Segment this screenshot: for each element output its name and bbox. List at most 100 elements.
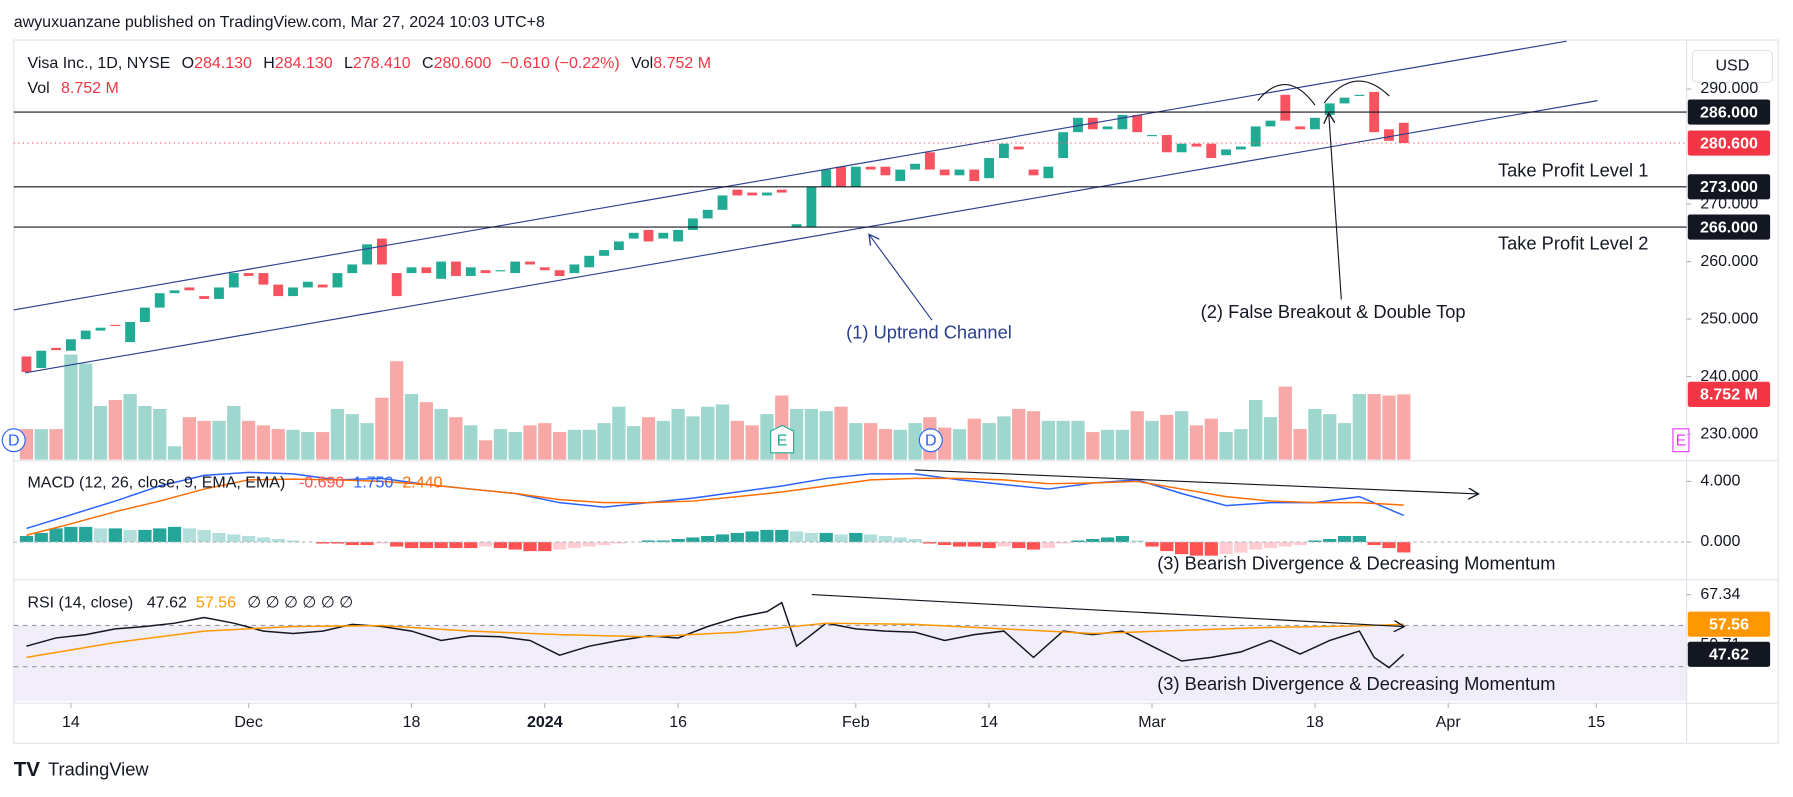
histogram-bar xyxy=(538,542,552,552)
y-tick-label: 270.000 xyxy=(1700,195,1758,212)
histogram-bar xyxy=(167,526,182,543)
volume-bar xyxy=(1012,408,1026,460)
volume-bar xyxy=(182,417,197,460)
candle-body xyxy=(258,273,269,285)
volume-bar xyxy=(108,399,122,460)
candle-body xyxy=(687,218,698,230)
price-legend: Visa Inc., 1D, NYSE O284.130 H284.130 L2… xyxy=(27,55,711,72)
histogram-bar xyxy=(1012,542,1026,549)
candle-body xyxy=(865,166,876,170)
legend-key: Vol xyxy=(27,80,49,97)
histogram-bar xyxy=(1337,535,1352,543)
histogram-bar xyxy=(760,529,774,543)
volume-legend: Vol 8.752 M xyxy=(27,80,118,97)
candle-body xyxy=(1043,166,1054,179)
histogram-bar xyxy=(923,542,937,544)
volume-bar xyxy=(730,420,744,460)
series-line xyxy=(26,471,1405,530)
price-tag xyxy=(1687,611,1771,637)
histogram-bar xyxy=(686,537,700,543)
volume-bar xyxy=(1175,411,1189,460)
currency[interactable]: USD xyxy=(1716,58,1750,75)
histogram-bar xyxy=(449,542,463,549)
price-tag-label: 266.000 xyxy=(1700,219,1758,236)
candle-body xyxy=(613,241,624,251)
volume-bar xyxy=(1145,420,1159,460)
histogram-bar xyxy=(286,540,300,543)
histogram-bar xyxy=(552,542,567,550)
volume-bar xyxy=(834,406,848,460)
volume-bar xyxy=(612,406,626,460)
volume-bar xyxy=(1337,423,1352,460)
histogram-bar xyxy=(241,535,256,543)
price-tag-label: 280.600 xyxy=(1700,135,1758,152)
x-tick-label: 2024 xyxy=(527,714,563,731)
top-arc xyxy=(1257,84,1316,106)
candle-body xyxy=(154,293,165,308)
candle-body xyxy=(125,321,136,343)
candle-body xyxy=(436,261,447,279)
candle-body xyxy=(910,163,920,170)
candle-body xyxy=(391,273,402,297)
series-line xyxy=(26,622,1404,659)
histogram-bar xyxy=(153,528,167,543)
candle-body xyxy=(969,169,980,182)
x-tick-label: 16 xyxy=(669,714,687,731)
candle-body xyxy=(998,143,1009,159)
histogram-bar xyxy=(404,542,419,549)
candle-body xyxy=(1250,126,1261,147)
volume-bar xyxy=(449,417,463,460)
candle-body xyxy=(702,209,713,219)
histogram-bar xyxy=(271,538,285,543)
volume-bar xyxy=(1352,394,1366,460)
x-tick-label: Dec xyxy=(234,714,262,731)
candle-body xyxy=(954,169,965,176)
histogram-bar xyxy=(19,535,34,543)
price-tag xyxy=(1687,130,1771,156)
histogram-bar xyxy=(256,537,271,543)
volume-bar xyxy=(538,423,552,460)
volume-bar xyxy=(1086,432,1100,460)
candle-body xyxy=(451,261,461,276)
candle-body xyxy=(1221,149,1231,156)
volume-bar xyxy=(1249,399,1263,460)
volume-bar xyxy=(597,423,611,460)
volume-bar xyxy=(1100,429,1115,460)
histogram-bar xyxy=(360,542,374,546)
candle-body xyxy=(569,264,580,274)
candle-body xyxy=(525,261,535,265)
plot xyxy=(19,91,1411,669)
volume-bar xyxy=(967,418,981,460)
event-label: D xyxy=(8,433,20,450)
event-marker xyxy=(1672,428,1690,453)
volume-bar xyxy=(1308,408,1322,460)
volume-bar xyxy=(641,417,656,460)
candle-body xyxy=(628,232,639,239)
volume-bar xyxy=(1382,395,1396,460)
candle-body xyxy=(1028,169,1039,176)
currency-button[interactable] xyxy=(1691,49,1773,83)
volume-bar xyxy=(982,423,996,460)
footer: TradingView xyxy=(48,759,149,780)
candle-body xyxy=(984,158,995,179)
volume-bar xyxy=(1397,394,1411,460)
histogram-bar xyxy=(612,542,626,544)
volume-bar xyxy=(701,406,715,460)
candle-body xyxy=(717,195,728,210)
arrow xyxy=(1329,113,1342,300)
candle-body xyxy=(658,232,669,239)
symbol: Visa Inc., 1D, NYSE xyxy=(27,55,170,72)
legend-value: 2.440 xyxy=(402,475,442,492)
histogram-bar xyxy=(1249,542,1263,550)
candle-body xyxy=(895,169,906,182)
histogram-bar xyxy=(1189,542,1204,556)
event-markers: D E D E xyxy=(1,424,1690,454)
x-tick-label: 15 xyxy=(1587,714,1605,731)
volume-bar xyxy=(434,408,448,460)
candle-body xyxy=(539,267,550,271)
annotation: (3) Bearish Divergence & Decreasing Mome… xyxy=(1157,673,1555,694)
annotation: (1) Uptrend Channel xyxy=(846,322,1012,343)
histogram-bar xyxy=(375,542,389,544)
histogram-bar xyxy=(701,535,715,543)
price-tag-label: 57.56 xyxy=(1709,617,1749,634)
